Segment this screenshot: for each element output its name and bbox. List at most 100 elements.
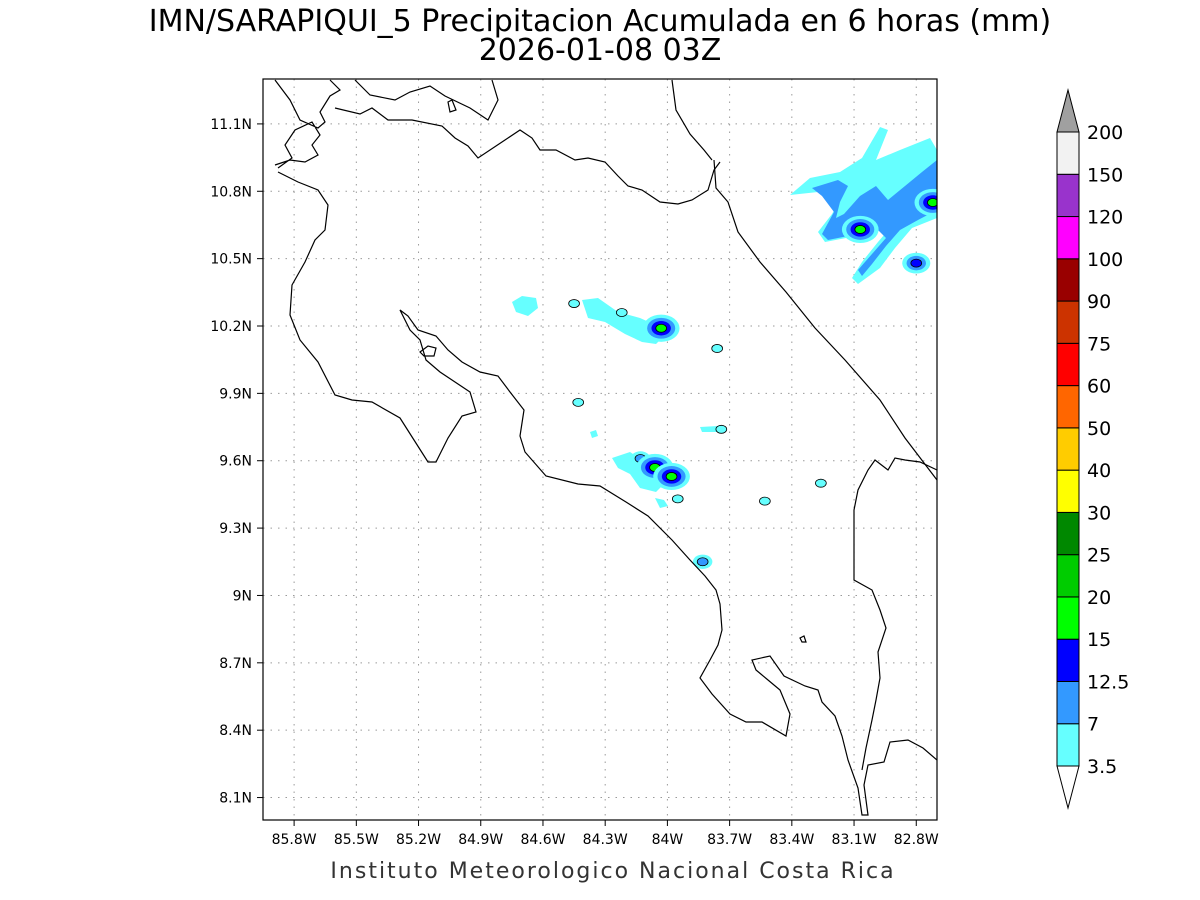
x-tick-label: 85.8W [272, 832, 317, 848]
x-tick-label: 85.5W [334, 832, 379, 848]
colorbar-label: 30 [1087, 502, 1111, 524]
latitude-axis: 11.1N 10.8N 10.5N 10.2N 9.9N 9.6N 9.3N 9N 8.7N 8.… [210, 117, 263, 807]
colorbar-label: 25 [1087, 545, 1111, 567]
longitude-axis: 85.8W 85.5W 85.2W 84.9W 84.6W 84.3W 84W 83.7W 83… [272, 820, 939, 848]
lake-nicaragua-shore [354, 79, 499, 121]
precip-contour-7 [696, 557, 709, 567]
pacific-coastline [274, 79, 937, 816]
colorbar-box-150 [1056, 131, 1080, 175]
precip-contour-3.5 [815, 478, 827, 488]
precip-contour-15 [854, 225, 867, 234]
x-tick-label: 82.8W [894, 832, 939, 848]
plot-frame [262, 78, 938, 821]
x-tick-label: 84.3W [583, 832, 628, 848]
colorbar-label: 3.5 [1087, 756, 1117, 778]
precip-cell-outer [700, 426, 719, 432]
colorbar-box-90 [1056, 258, 1080, 302]
precip-contour-3.5 [572, 397, 585, 407]
precip-cell [692, 554, 713, 569]
precip-contour-12.5 [910, 258, 923, 268]
colorbar-box-7 [1056, 680, 1080, 725]
colorbar-label: 200 [1087, 122, 1123, 144]
precip-cell [914, 188, 937, 217]
precip-contour-15 [927, 198, 937, 207]
island-nicoya [419, 345, 437, 357]
y-tick-label: 10.2N [210, 319, 252, 335]
precip-contour-3.5 [715, 424, 728, 434]
precip-cell-outer [655, 498, 668, 508]
colorbar-box-50 [1056, 385, 1080, 429]
precip-contour-3.5 [759, 496, 771, 506]
colorbar-box-40 [1056, 427, 1080, 471]
colorbar-box-25 [1056, 511, 1080, 556]
colorbar-label: 150 [1087, 164, 1123, 186]
precip-cell [715, 424, 728, 434]
colorbar-box-30 [1056, 469, 1080, 513]
y-tick-label: 8.4N [219, 723, 252, 739]
y-tick-label: 9.3N [219, 521, 252, 537]
colorbar-label: 90 [1087, 291, 1111, 313]
x-tick-label: 83.1W [832, 832, 877, 848]
chart-title: IMN/SARAPIQUI_5 Precipitacion Acumulada … [149, 4, 1051, 39]
precip-cell [615, 308, 628, 317]
y-tick-label: 9N [233, 588, 252, 604]
precip-cell [642, 314, 680, 342]
colorbar-box-120 [1056, 173, 1080, 218]
colorbar-box-15 [1056, 596, 1080, 640]
colorbar-box-60 [1056, 342, 1080, 387]
x-tick-label: 84W [652, 832, 684, 848]
precipitation-cells [568, 188, 937, 569]
x-tick-label: 83.4W [769, 832, 814, 848]
colorbar-label: 15 [1087, 629, 1111, 651]
precipitation-layer [512, 127, 937, 508]
island-chiquita [799, 635, 807, 643]
y-tick-label: 10.5N [210, 252, 252, 268]
x-tick-label: 84.6W [520, 832, 565, 848]
y-tick-label: 8.7N [219, 656, 252, 672]
colorbar-label: 75 [1087, 333, 1111, 355]
colorbar-box-20 [1056, 554, 1080, 598]
footer-credit: Instituto Meteorologico Nacional Costa R… [330, 859, 895, 884]
colorbar-label: 120 [1087, 207, 1123, 229]
y-tick-label: 9.9N [219, 386, 252, 402]
colorbar-box-3.5 [1056, 723, 1080, 767]
precip-cell-outer [512, 296, 538, 316]
colorbar: 3.5 7 12.5 15 20 25 30 40 50 60 75 90 100 120 150 200 [1056, 88, 1129, 810]
colorbar-top-triangle [1056, 88, 1080, 133]
precip-cell-outer [582, 298, 662, 344]
colorbar-label: 7 [1087, 714, 1099, 736]
precip-cell [841, 215, 879, 244]
y-tick-label: 11.1N [210, 117, 252, 133]
colorbar-label: 60 [1087, 376, 1111, 398]
precip-cell [902, 252, 931, 274]
precip-cell-outer [590, 430, 598, 438]
x-tick-label: 84.9W [458, 832, 503, 848]
island-lake [447, 99, 457, 113]
colorbar-label: 12.5 [1087, 671, 1129, 693]
colorbar-label: 40 [1087, 460, 1111, 482]
y-tick-label: 8.1N [219, 791, 252, 807]
precip-contour-3.5 [711, 344, 723, 353]
caribbean-coastline [713, 159, 937, 481]
colorbar-box-75 [1056, 300, 1080, 344]
precip-cell [759, 496, 771, 506]
colorbar-bottom-triangle [1056, 765, 1080, 810]
precip-contour-3.5 [615, 308, 628, 317]
colorbar-label: 50 [1087, 418, 1111, 440]
precip-cell [815, 478, 827, 488]
colorbar-label: 100 [1087, 249, 1123, 271]
precip-contour-3.5 [568, 299, 580, 308]
precip-cell [568, 299, 580, 308]
nicaragua-border [334, 107, 721, 205]
y-tick-label: 10.8N [210, 184, 252, 200]
precip-contour-15 [665, 472, 678, 481]
colorbar-box-100 [1056, 216, 1080, 260]
colorbar-label: 20 [1087, 587, 1111, 609]
y-tick-label: 9.6N [219, 454, 252, 470]
colorbar-box-12.5 [1056, 638, 1080, 682]
x-tick-label: 85.2W [396, 832, 441, 848]
precip-contour-15 [655, 323, 667, 333]
precip-band-caribbean-mid [812, 160, 937, 276]
chart-subtitle: 2026-01-08 03Z [479, 33, 722, 68]
